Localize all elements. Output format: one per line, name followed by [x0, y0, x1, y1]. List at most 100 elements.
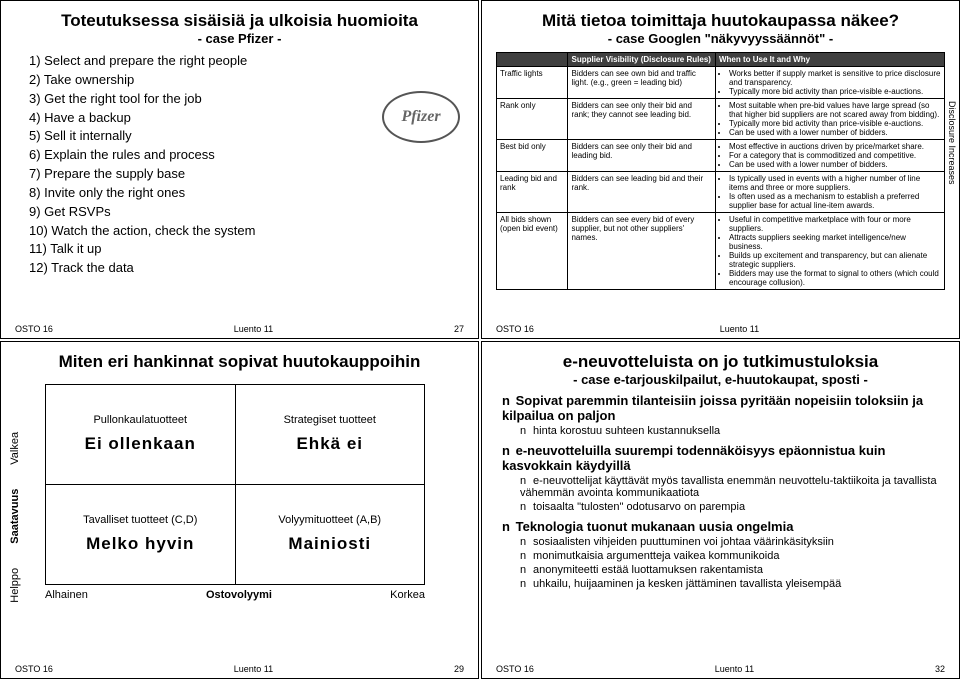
table-row: Rank onlyBidders can see only their bid … — [497, 99, 945, 140]
y-main: Saatavuus — [9, 488, 21, 543]
table-header: Supplier Visibility (Disclosure Rules) — [568, 53, 715, 67]
matrix-cell: Strategiset tuotteetEhkä ei — [235, 384, 425, 484]
step-item: 1) Select and prepare the right people — [29, 52, 464, 71]
y-high: Valkea — [9, 432, 21, 465]
rule-name: Leading bid and rank — [497, 172, 568, 213]
when-item: Bidders may use the format to signal to … — [729, 269, 941, 287]
disclosure-table: Supplier Visibility (Disclosure Rules)Wh… — [496, 52, 945, 290]
step-item: 11) Talk it up — [29, 240, 464, 259]
pfizer-logo-icon: Pfizer — [382, 91, 460, 143]
step-list: 1) Select and prepare the right people2)… — [15, 52, 464, 278]
table-header: When to Use It and Why — [715, 53, 944, 67]
matrix-cell: Tavalliset tuotteet (C,D)Melko hyvin — [46, 484, 236, 584]
rule-when: Most effective in auctions driven by pri… — [715, 140, 944, 172]
table-row: Leading bid and rankBidders can see lead… — [497, 172, 945, 213]
when-item: Is typically used in events with a highe… — [729, 174, 941, 192]
rule-name: Traffic lights — [497, 67, 568, 99]
rule-when: Is typically used in events with a highe… — [715, 172, 944, 213]
when-item: For a category that is commoditized and … — [729, 151, 941, 160]
when-item: Useful in competitive marketplace with f… — [729, 215, 941, 233]
slide-google-rules: Mitä tietoa toimittaja huutokaupassa näk… — [481, 0, 960, 339]
slide-subtitle: - case Googlen "näkyvyyssäännöt" - — [496, 31, 945, 46]
bullet-l1: n Teknologia tuonut mukanaan uusia ongel… — [502, 519, 945, 534]
step-item: 6) Explain the rules and process — [29, 146, 464, 165]
footer-mid: Luento 11 — [715, 664, 754, 674]
slide-footer: OSTO 16 Luento 11 — [496, 324, 945, 334]
table-row: Best bid onlyBidders can see only their … — [497, 140, 945, 172]
footer-left: OSTO 16 — [496, 664, 534, 674]
when-item: Builds up excitement and transparency, b… — [729, 251, 941, 269]
when-item: Typically more bid activity than price-v… — [729, 87, 941, 96]
bullet-l2: n uhkailu, huijaaminen ja kesken jättämi… — [502, 578, 945, 590]
rule-visibility: Bidders can see only their bid and leadi… — [568, 140, 715, 172]
rule-visibility: Bidders can see only their bid and rank;… — [568, 99, 715, 140]
x-axis: Alhainen Ostovolyymi Korkea — [45, 589, 425, 601]
rule-when: Useful in competitive marketplace with f… — [715, 213, 944, 290]
when-item: Is often used as a mechanism to establis… — [729, 192, 941, 210]
footer-page: 32 — [935, 664, 945, 674]
step-item: 12) Track the data — [29, 259, 464, 278]
footer-left: OSTO 16 — [496, 324, 534, 334]
bullet-l2: n toisaalta "tulosten" odotusarvo on par… — [502, 501, 945, 513]
matrix-cell: PullonkaulatuotteetEi ollenkaan — [46, 384, 236, 484]
step-item: 8) Invite only the right ones — [29, 184, 464, 203]
bullet-l1: n e-neuvotteluilla suurempi todennäköisy… — [502, 443, 945, 473]
bullet-l2: n sosiaalisten vihjeiden puuttuminen voi… — [502, 536, 945, 548]
when-item: Can be used with a lower number of bidde… — [729, 160, 941, 169]
when-item: Most suitable when pre-bid values have l… — [729, 101, 941, 119]
step-item: 9) Get RSVPs — [29, 203, 464, 222]
rule-visibility: Bidders can see every bid of every suppl… — [568, 213, 715, 290]
rule-when: Works better if supply market is sensiti… — [715, 67, 944, 99]
bullet-l2: n anonymiteetti estää luottamuksen raken… — [502, 564, 945, 576]
footer-left: OSTO 16 — [15, 324, 53, 334]
footer-page: 27 — [454, 324, 464, 334]
slide-eneuvottelu: e-neuvotteluista on jo tutkimustuloksia … — [481, 341, 960, 679]
footer-mid: Luento 11 — [234, 664, 273, 674]
bullet-l2: n hinta korostuu suhteen kustannuksella — [502, 425, 945, 437]
rule-name: All bids shown (open bid event) — [497, 213, 568, 290]
step-item: 2) Take ownership — [29, 71, 464, 90]
slide-subtitle: - case Pfizer - — [15, 31, 464, 46]
when-item: Works better if supply market is sensiti… — [729, 69, 941, 87]
bullet-l2: n monimutkaisia argumentteja vaikea komm… — [502, 550, 945, 562]
footer-mid: Luento 11 — [720, 324, 759, 334]
rule-visibility: Bidders can see leading bid and their ra… — [568, 172, 715, 213]
matrix-cell: Volyymituotteet (A,B)Mainiosti — [235, 484, 425, 584]
rule-name: Best bid only — [497, 140, 568, 172]
footer-left: OSTO 16 — [15, 664, 53, 674]
slide-matrix: Miten eri hankinnat sopivat huutokauppoi… — [0, 341, 479, 679]
bullet-list: n Sopivat paremmin tilanteisiin joissa p… — [496, 393, 945, 590]
slide-pfizer: Toteutuksessa sisäisiä ja ulkoisia huomi… — [0, 0, 479, 339]
x-low: Alhainen — [45, 589, 88, 601]
rule-name: Rank only — [497, 99, 568, 140]
y-axis: Helppo Saatavuus Valkea — [9, 432, 21, 603]
x-main: Ostovolyymi — [206, 589, 272, 601]
when-item: Attracts suppliers seeking market intell… — [729, 233, 941, 251]
matrix-table: PullonkaulatuotteetEi ollenkaan Strategi… — [45, 384, 425, 585]
slide-subtitle: - case e-tarjouskilpailut, e-huutokaupat… — [496, 372, 945, 387]
rule-visibility: Bidders can see own bid and traffic ligh… — [568, 67, 715, 99]
slide-title: Toteutuksessa sisäisiä ja ulkoisia huomi… — [15, 11, 464, 31]
side-label: Disclosure Increases — [947, 101, 957, 185]
y-low: Helppo — [9, 567, 21, 602]
step-item: 10) Watch the action, check the system — [29, 222, 464, 241]
table-row: Traffic lightsBidders can see own bid an… — [497, 67, 945, 99]
bullet-l1: n Sopivat paremmin tilanteisiin joissa p… — [502, 393, 945, 423]
when-item: Typically more bid activity than price-v… — [729, 119, 941, 128]
footer-page: 29 — [454, 664, 464, 674]
slide-footer: OSTO 16 Luento 11 29 — [15, 664, 464, 674]
slide-footer: OSTO 16 Luento 11 32 — [496, 664, 945, 674]
slide-footer: OSTO 16 Luento 11 27 — [15, 324, 464, 334]
footer-mid: Luento 11 — [234, 324, 273, 334]
table-header — [497, 53, 568, 67]
slide-title: Mitä tietoa toimittaja huutokaupassa näk… — [496, 11, 945, 31]
bullet-l2: n e-neuvottelijat käyttävät myös tavalli… — [502, 475, 945, 499]
slide-title: e-neuvotteluista on jo tutkimustuloksia — [496, 352, 945, 372]
step-item: 7) Prepare the supply base — [29, 165, 464, 184]
when-item: Most effective in auctions driven by pri… — [729, 142, 941, 151]
x-high: Korkea — [390, 589, 425, 601]
slide-title: Miten eri hankinnat sopivat huutokauppoi… — [15, 352, 464, 372]
table-row: All bids shown (open bid event)Bidders c… — [497, 213, 945, 290]
rule-when: Most suitable when pre-bid values have l… — [715, 99, 944, 140]
when-item: Can be used with a lower number of bidde… — [729, 128, 941, 137]
